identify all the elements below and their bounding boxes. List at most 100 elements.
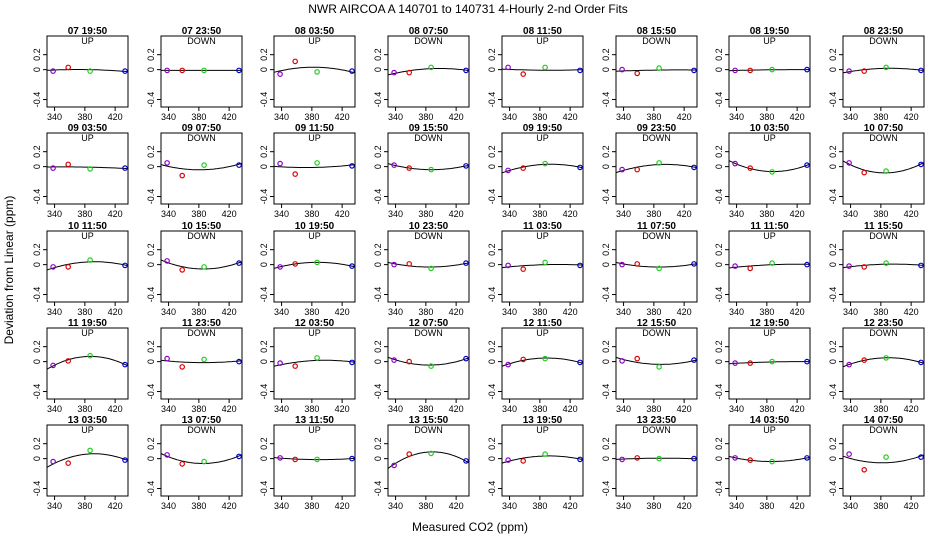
panel-frame	[501, 424, 584, 497]
data-point	[732, 455, 738, 461]
y-tick-label: 0.2	[32, 243, 42, 256]
data-point	[804, 162, 810, 168]
x-tick-label: 420	[790, 501, 805, 511]
y-tick-label: -0.4	[487, 287, 497, 303]
x-tick-label: 380	[873, 501, 888, 511]
y-tick-label: 0	[373, 359, 383, 364]
x-tick-label: 340	[502, 404, 517, 414]
y-tick-label: 0.2	[373, 437, 383, 450]
fit-curve	[46, 355, 129, 370]
panel-title: 12 23:50	[864, 318, 904, 329]
x-tick-label: 420	[563, 404, 578, 414]
x-tick-label: 420	[108, 404, 123, 414]
x-tick-label: 420	[790, 112, 805, 122]
x-tick-label: 380	[418, 404, 433, 414]
y-tick-label: 0	[259, 67, 269, 72]
panel-frame	[615, 424, 698, 497]
x-tick-label: 380	[532, 501, 547, 511]
fit-curve	[615, 163, 698, 174]
x-tick-label: 420	[335, 404, 350, 414]
panel-frame	[615, 327, 698, 400]
data-point	[122, 165, 128, 171]
data-point	[804, 261, 810, 268]
y-tick-label: -0.4	[601, 384, 611, 400]
x-tick-label: 420	[335, 501, 350, 511]
y-tick-label: 0	[259, 359, 269, 364]
data-point	[391, 162, 397, 168]
x-tick-label: 380	[304, 209, 319, 219]
panel-direction: UP	[536, 231, 549, 241]
data-point	[87, 68, 93, 74]
y-tick-label: 0	[32, 262, 42, 267]
data-point	[691, 67, 697, 74]
fit-curve	[387, 356, 470, 366]
y-tick-label: 0	[828, 456, 838, 461]
panel-title: 13 07:50	[182, 415, 222, 426]
fit-curve	[387, 451, 470, 469]
panel-frame	[842, 230, 925, 303]
fit-curve	[387, 68, 470, 76]
fit-curve	[842, 67, 925, 74]
x-tick-label: 380	[418, 501, 433, 511]
fit-curve	[46, 453, 129, 468]
panel-direction: UP	[81, 328, 94, 338]
panel-title: 10 11:50	[68, 221, 107, 232]
data-point	[520, 266, 527, 272]
fit-curve	[160, 453, 243, 464]
panel-frame	[273, 35, 356, 108]
panel-title: 09 19:50	[523, 123, 563, 134]
y-tick-label: 0	[146, 262, 156, 267]
y-tick-label: 0.2	[32, 437, 42, 450]
panel-direction: UP	[308, 425, 321, 435]
panel-title: 09 07:50	[182, 123, 222, 134]
data-point	[861, 264, 868, 270]
x-tick-label: 380	[646, 404, 661, 414]
data-point	[314, 259, 320, 266]
data-point	[292, 363, 299, 369]
y-tick-label: 0	[373, 67, 383, 72]
data-point	[65, 358, 72, 364]
y-tick-label: 0	[146, 359, 156, 364]
panel-direction: DOWN	[187, 231, 216, 241]
y-tick-label: -0.4	[487, 92, 497, 108]
data-point	[732, 360, 738, 366]
data-point	[769, 66, 775, 73]
y-tick-label: -0.4	[487, 384, 497, 400]
y-tick-label: 0.2	[601, 145, 611, 158]
fit-curve	[501, 163, 584, 174]
x-tick-label: 420	[904, 501, 919, 511]
panel-direction: DOWN	[187, 328, 216, 338]
y-tick-label: -0.4	[714, 287, 724, 303]
y-tick-label: 0	[828, 359, 838, 364]
x-tick-label: 340	[729, 307, 744, 317]
y-tick-label: -0.4	[601, 92, 611, 108]
y-tick-label: 0.2	[373, 340, 383, 353]
y-tick-label: -0.4	[714, 481, 724, 497]
data-point	[236, 260, 242, 266]
data-point	[428, 166, 434, 173]
data-point	[164, 452, 170, 458]
panel-title: 07 23:50	[182, 26, 222, 37]
data-point	[918, 67, 924, 74]
panel-direction: DOWN	[869, 328, 898, 338]
x-tick-label: 380	[191, 209, 206, 219]
x-tick-label: 340	[388, 307, 403, 317]
data-point	[634, 355, 641, 362]
y-tick-label: 0	[601, 456, 611, 461]
panel-title: 13 03:50	[68, 415, 108, 426]
y-tick-label: 0.2	[146, 437, 156, 450]
data-point	[463, 163, 469, 169]
data-point	[520, 458, 527, 464]
panel-frame	[615, 132, 698, 205]
data-point	[349, 455, 355, 462]
y-tick-label: 0	[259, 262, 269, 267]
data-point	[634, 261, 641, 267]
y-tick-label: 0	[601, 359, 611, 364]
data-point	[846, 451, 852, 457]
